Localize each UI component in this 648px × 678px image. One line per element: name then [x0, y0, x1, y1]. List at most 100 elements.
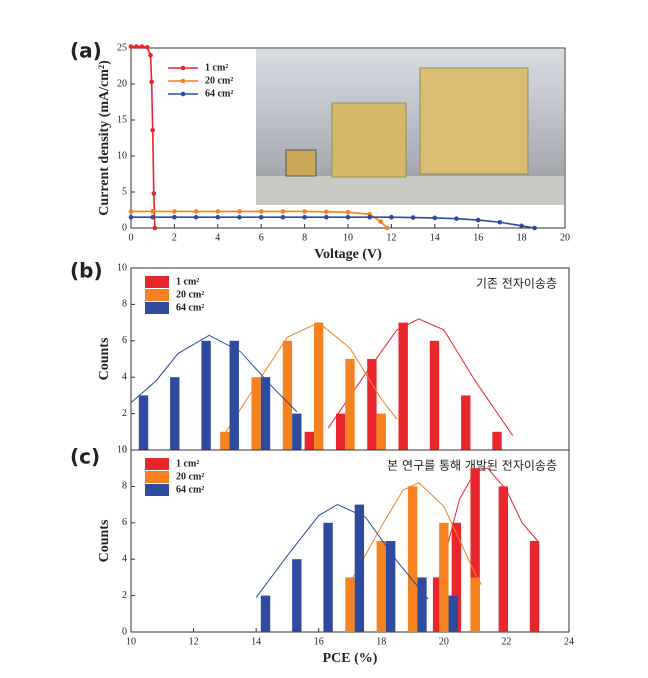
data-point	[280, 209, 286, 214]
y-tick-label: 10	[117, 262, 127, 273]
legend-marker	[180, 78, 186, 84]
bar	[354, 504, 365, 632]
data-point	[193, 214, 199, 220]
data-point	[237, 209, 242, 214]
data-point	[258, 209, 264, 214]
bar	[398, 322, 408, 450]
y-tick-label: 4	[122, 553, 127, 564]
data-point	[475, 217, 481, 223]
x-tick-label: 12	[386, 232, 396, 243]
y-tick-label: 6	[122, 517, 127, 528]
bar	[470, 468, 480, 632]
bar	[170, 377, 180, 450]
legend-swatch	[145, 289, 169, 301]
data-point	[410, 215, 416, 220]
y-tick-label: 2	[122, 590, 127, 601]
x-tick-label: 24	[564, 636, 574, 647]
x-tick-label: 16	[473, 232, 483, 243]
bar	[260, 595, 271, 632]
bar	[429, 340, 440, 450]
x-tick-label: 14	[430, 232, 440, 243]
bar	[417, 577, 427, 632]
bar	[345, 577, 355, 632]
data-point	[302, 214, 307, 220]
y-tick-label: 6	[122, 335, 127, 346]
data-point	[151, 191, 157, 196]
legend-label: 20 cm²	[176, 289, 204, 300]
legend-label: 1 cm²	[176, 276, 199, 287]
data-point	[324, 214, 329, 220]
fit-curve	[349, 482, 482, 585]
bar	[260, 377, 271, 450]
data-point	[150, 127, 155, 133]
y-tick-label: 0	[122, 222, 127, 233]
x-tick-label: 14	[251, 636, 261, 647]
y-axis-label: Current density (mA/cm²)	[97, 60, 112, 216]
bar	[367, 359, 377, 450]
legend-label: 64 cm²	[205, 88, 233, 99]
data-point	[128, 44, 134, 49]
x-tick-label: 6	[259, 232, 264, 243]
bar	[461, 395, 471, 450]
y-tick-label: 5	[122, 186, 127, 197]
data-point	[345, 209, 351, 215]
data-point	[148, 52, 153, 58]
legend-label: 1 cm²	[205, 62, 228, 73]
bar	[201, 340, 211, 450]
panel-label: (b)	[70, 259, 103, 283]
bar	[451, 522, 462, 632]
legend-marker	[180, 91, 186, 97]
y-tick-label: 2	[122, 408, 127, 419]
data-point	[378, 219, 383, 224]
data-point	[345, 214, 351, 220]
fit-curve	[255, 504, 429, 600]
legend-swatch	[145, 458, 169, 470]
bar	[314, 322, 324, 450]
bar	[251, 377, 261, 450]
fit-curve	[224, 322, 398, 434]
data-point	[152, 225, 158, 231]
fit-curve	[327, 318, 514, 436]
bar	[492, 431, 502, 450]
x-axis-label: PCE (%)	[323, 651, 378, 666]
legend-label: 20 cm²	[176, 471, 204, 482]
annotation: 본 연구를 통해 개발된 전자이송층	[387, 459, 557, 473]
x-axis-label: Voltage (V)	[314, 247, 382, 262]
bar	[385, 541, 396, 632]
y-tick-label: 10	[117, 150, 127, 161]
bar	[407, 486, 418, 632]
y-axis-label: Counts	[97, 519, 112, 562]
y-tick-label: 10	[117, 444, 127, 455]
x-tick-label: 18	[517, 232, 527, 243]
legend-swatch	[145, 302, 169, 314]
data-point	[150, 209, 155, 214]
bar	[304, 431, 315, 450]
y-tick-label: 8	[122, 481, 127, 492]
bar	[292, 559, 302, 632]
y-tick-label: 0	[122, 444, 127, 455]
x-tick-label: 10	[126, 636, 136, 647]
x-tick-label: 10	[343, 232, 353, 243]
data-point	[237, 214, 242, 220]
data-point	[497, 219, 503, 225]
bar	[229, 340, 239, 450]
x-tick-label: 16	[314, 636, 324, 647]
y-tick-label: 20	[117, 78, 127, 89]
legend-label: 1 cm²	[176, 458, 199, 469]
data-point	[193, 209, 199, 214]
data-point	[128, 209, 134, 214]
legend-label: 64 cm²	[176, 484, 204, 495]
legend-swatch	[145, 276, 169, 288]
x-tick-label: 20	[560, 232, 570, 243]
data-point	[128, 214, 134, 220]
x-tick-label: 12	[189, 636, 199, 647]
data-point	[302, 209, 307, 214]
x-tick-label: 8	[302, 232, 307, 243]
x-tick-label: 0	[129, 232, 134, 243]
x-tick-label: 18	[376, 636, 386, 647]
y-axis-label: Counts	[97, 337, 112, 380]
x-tick-label: 2	[172, 232, 177, 243]
fit-curve	[443, 467, 539, 560]
data-line	[131, 45, 156, 229]
legend-label: 64 cm²	[176, 302, 204, 313]
